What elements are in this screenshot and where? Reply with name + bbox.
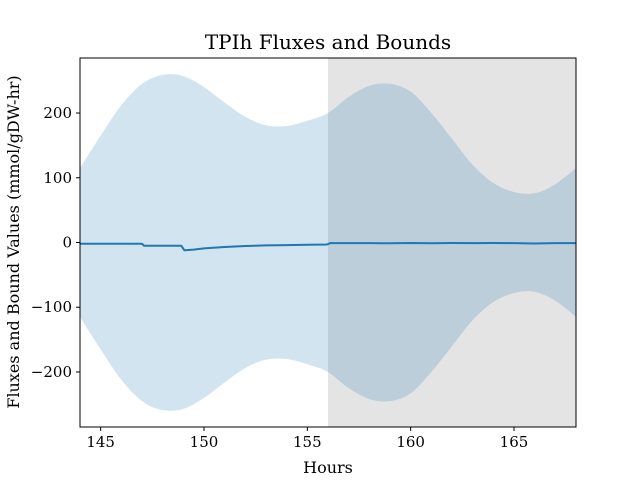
plot-area	[80, 58, 576, 427]
y-tick-label: −100	[31, 298, 72, 316]
y-tick-label: 100	[43, 169, 72, 187]
x-tick-label: 150	[190, 433, 219, 451]
x-tick-label: 145	[86, 433, 115, 451]
y-tick-label: 0	[62, 234, 72, 252]
x-tick-label: 165	[500, 433, 529, 451]
y-tick-label: −200	[31, 363, 72, 381]
y-axis-label: Fluxes and Bound Values (mmol/gDW-hr)	[4, 75, 23, 408]
axis-ticks: 145 150 155 160 165 −200 −100 0 100 200	[31, 57, 577, 451]
bounds-band	[80, 74, 576, 411]
flux-series-line	[80, 242, 576, 252]
x-axis-label: Hours	[303, 458, 353, 477]
x-tick-label: 155	[293, 433, 322, 451]
y-tick-label: 200	[43, 104, 72, 122]
chart-title: TPIh Fluxes and Bounds	[205, 30, 451, 54]
x-tick-label: 160	[396, 433, 425, 451]
